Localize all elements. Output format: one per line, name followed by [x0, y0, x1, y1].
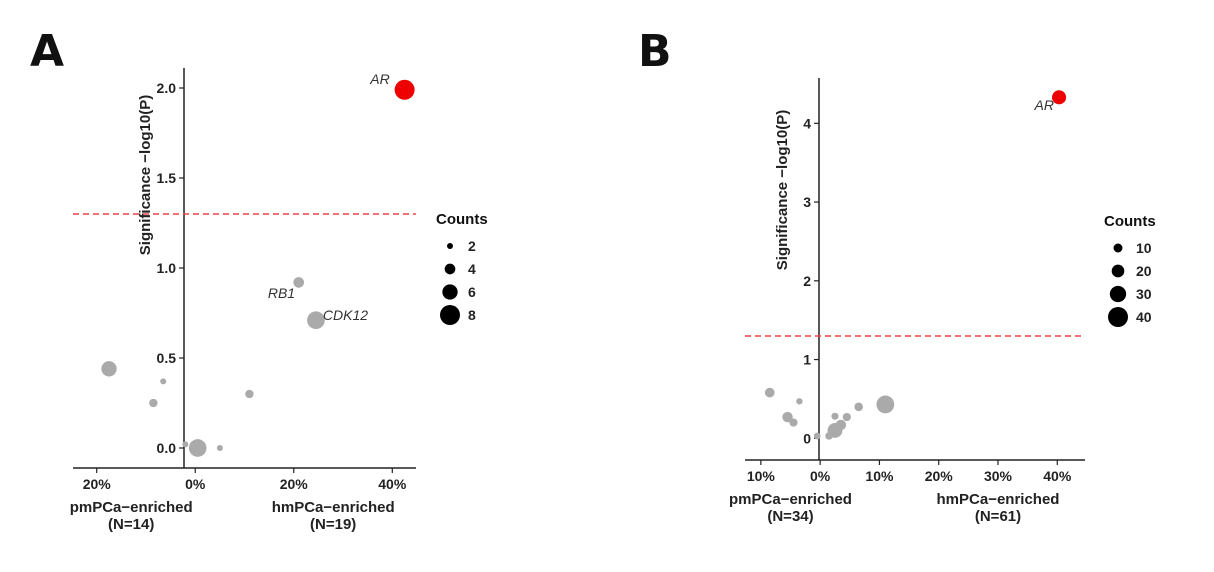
- y-tick-label: 0.5: [157, 350, 177, 366]
- data-point: [782, 411, 793, 423]
- data-point: [293, 277, 305, 288]
- group-label: pmPCa−enriched: [729, 491, 852, 508]
- data-point: [876, 395, 895, 414]
- data-point: [394, 79, 415, 100]
- legend-label: 6: [468, 284, 476, 300]
- data-point: [813, 432, 821, 440]
- x-tick-label: 0%: [185, 476, 206, 492]
- x-tick-label: 30%: [984, 468, 1013, 484]
- data-point: [149, 398, 158, 408]
- data-point: [216, 445, 223, 451]
- y-tick-label: 0: [803, 430, 811, 446]
- data-point: [854, 402, 863, 412]
- data-point: [188, 439, 207, 457]
- legend-label: 8: [468, 307, 476, 323]
- data-point: [842, 412, 851, 422]
- legend-label: 10: [1136, 240, 1152, 256]
- point-label: AR: [1034, 97, 1054, 113]
- group-label: (N=14): [108, 516, 154, 533]
- legend-label: 4: [468, 261, 476, 277]
- group-label: pmPCa−enriched: [70, 499, 193, 516]
- data-point: [245, 389, 254, 399]
- data-point: [101, 361, 117, 377]
- legend-label: 20: [1136, 263, 1152, 279]
- data-point: [764, 387, 775, 398]
- point-label: RB1: [268, 285, 295, 301]
- legend-label: 2: [468, 238, 476, 254]
- group-label: (N=61): [975, 508, 1021, 525]
- y-tick-label: 3: [803, 194, 811, 210]
- x-tick-label: 40%: [1043, 468, 1072, 484]
- x-tick-label: 20%: [280, 476, 309, 492]
- legend-symbol: [1111, 264, 1125, 278]
- x-tick-label: 40%: [378, 476, 407, 492]
- x-tick-label: 0%: [810, 468, 831, 484]
- point-label: CDK12: [323, 307, 368, 323]
- group-label: (N=34): [767, 508, 813, 525]
- panel-b-chart: 10% 0% 10% 20% 30% 40% 0 1 2 3 4 Significance −log1…: [729, 78, 1156, 525]
- legend-symbol: [447, 243, 453, 249]
- panel-b-letter: B: [638, 26, 672, 77]
- y-axis-label: Significance −log10(P): [137, 95, 154, 255]
- legend-symbol: [440, 305, 460, 325]
- group-label: (N=19): [310, 516, 356, 533]
- legend-title: Counts: [436, 211, 488, 228]
- data-point: [835, 419, 847, 431]
- y-tick-label: 0.0: [157, 440, 177, 456]
- data-point: [1052, 90, 1067, 105]
- data-point: [831, 412, 839, 420]
- x-tick-label: 10%: [747, 468, 776, 484]
- legend-symbol: [1113, 243, 1123, 253]
- legend-label: 40: [1136, 309, 1152, 325]
- legend-symbol: [1108, 307, 1128, 327]
- group-label: hmPCa−enriched: [272, 499, 395, 516]
- y-tick-label: 4: [803, 115, 811, 131]
- legend-symbol: [1109, 285, 1127, 303]
- legend-symbol: [444, 263, 456, 275]
- x-tick-label: 20%: [83, 476, 112, 492]
- legend-symbol: [442, 284, 458, 300]
- y-tick-label: 2.0: [157, 80, 177, 96]
- legend-label: 30: [1136, 286, 1152, 302]
- y-tick-label: 1.0: [157, 260, 177, 276]
- group-label: hmPCa−enriched: [937, 491, 1060, 508]
- data-point: [182, 441, 189, 448]
- x-tick-label: 10%: [865, 468, 894, 484]
- y-tick-label: 1: [803, 352, 811, 368]
- y-axis-label: Significance −log10(P): [774, 110, 791, 270]
- data-point: [307, 311, 325, 330]
- legend-title: Counts: [1104, 213, 1156, 230]
- y-tick-label: 2: [803, 273, 811, 289]
- data-point: [789, 418, 798, 427]
- data-point: [796, 398, 803, 405]
- data-point: [160, 378, 167, 385]
- point-label: AR: [369, 71, 389, 87]
- panel-a-letter: A: [30, 26, 64, 77]
- y-tick-label: 1.5: [157, 170, 177, 186]
- x-tick-label: 20%: [925, 468, 954, 484]
